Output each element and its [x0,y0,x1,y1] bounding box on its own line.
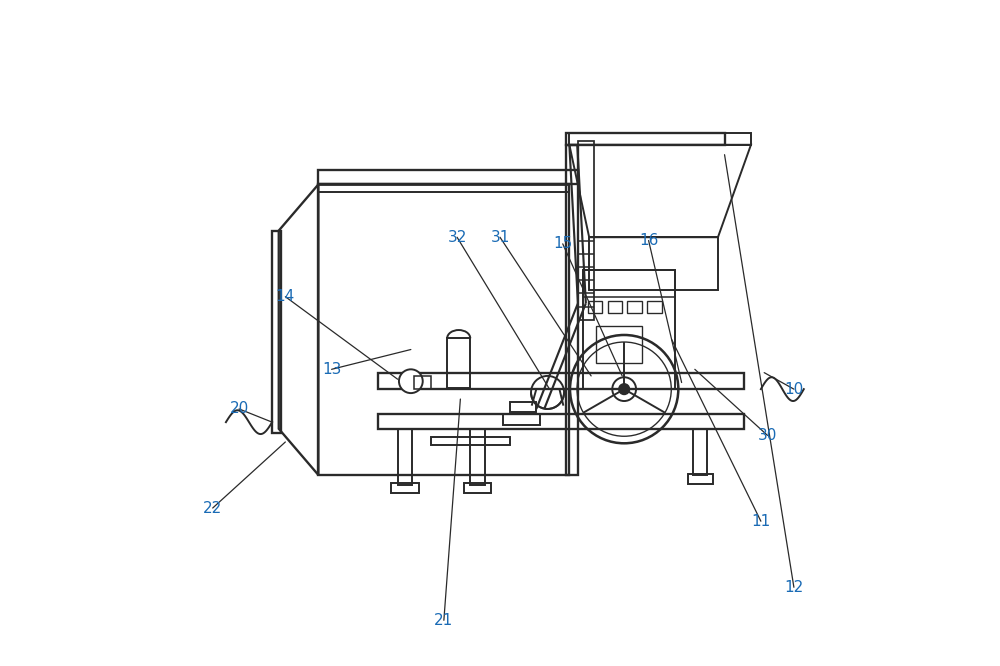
Bar [583,270,675,296]
Bar [588,301,602,313]
Bar [569,133,751,145]
Bar [566,145,578,475]
Bar [272,230,281,434]
Bar [470,429,485,485]
Text: 32: 32 [447,230,467,244]
Bar [318,184,569,475]
Bar [503,414,540,426]
Bar [378,414,744,429]
Bar [566,133,725,145]
Bar [608,301,622,313]
Text: 11: 11 [751,513,771,529]
Text: 20: 20 [229,402,249,416]
Bar [583,270,675,389]
Bar [693,429,707,475]
Text: 16: 16 [639,233,658,248]
Bar [391,483,419,494]
Text: 12: 12 [784,580,804,595]
Text: 13: 13 [322,362,341,377]
Circle shape [399,370,423,393]
Text: 21: 21 [434,613,453,628]
Bar [647,301,662,313]
Bar [318,170,578,184]
Bar [510,402,536,412]
Text: 31: 31 [490,230,510,244]
Bar [688,474,713,484]
Text: 30: 30 [758,428,777,443]
Bar [378,372,744,389]
Bar [589,237,718,290]
Text: 10: 10 [784,382,804,397]
Bar [596,326,642,363]
Bar [578,141,594,320]
Text: 22: 22 [203,501,222,515]
Circle shape [619,384,629,394]
Text: 15: 15 [553,236,572,251]
Bar [447,338,470,388]
Text: 14: 14 [276,289,295,304]
Bar [398,429,412,485]
Bar [464,483,491,494]
Bar [627,301,642,313]
Bar [431,438,510,446]
Bar [414,376,431,389]
